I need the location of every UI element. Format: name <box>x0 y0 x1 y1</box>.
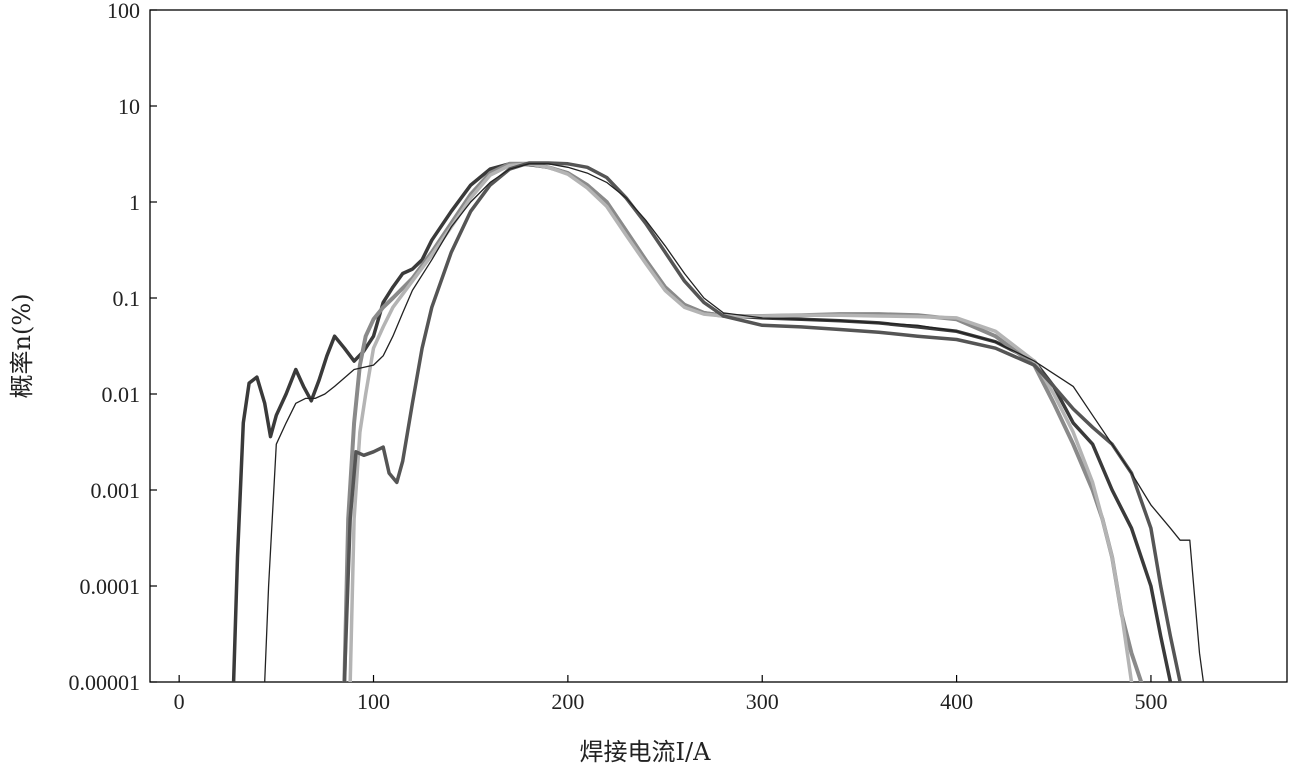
y-tick-label: 0.0001 <box>80 574 141 599</box>
y-tick-label: 0.001 <box>91 478 141 503</box>
y-tick-label: 100 <box>107 0 140 23</box>
x-axis-title: 焊接电流I/A <box>580 738 712 766</box>
x-tick-label: 400 <box>940 689 973 714</box>
series-layer <box>231 161 1205 682</box>
x-axis-ticks: 0 100 200 300 400 500 <box>174 675 1167 714</box>
x-tick-label: 200 <box>551 689 584 714</box>
x-tick-label: 100 <box>357 689 390 714</box>
x-tick-label: 0 <box>174 689 185 714</box>
y-axis-ticks: 0.00001 0.0001 0.001 0.01 0.1 1 10 100 <box>69 0 157 695</box>
y-tick-label: 10 <box>118 94 140 119</box>
y-tick-label: 0.1 <box>113 286 141 311</box>
y-tick-label: 0.00001 <box>69 670 141 695</box>
x-tick-label: 300 <box>746 689 779 714</box>
series-line-4 <box>342 161 1182 682</box>
x-tick-label: 500 <box>1134 689 1167 714</box>
series-line-5 <box>264 163 1205 682</box>
y-tick-label: 0.01 <box>102 382 141 407</box>
series-line-2 <box>342 161 1144 682</box>
y-axis-title: 概率n(%) <box>8 294 36 399</box>
y-tick-label: 1 <box>129 190 140 215</box>
plot-area <box>149 9 1288 683</box>
series-line-3 <box>348 162 1134 682</box>
